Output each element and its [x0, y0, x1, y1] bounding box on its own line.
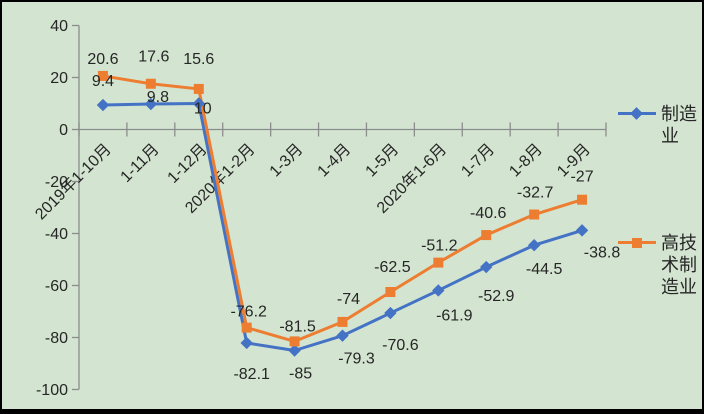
data-point-marker-diamond: [240, 336, 253, 350]
data-point-marker-diamond: [288, 344, 301, 357]
data-label: 20.6: [87, 51, 118, 68]
y-axis-label: -40: [45, 226, 68, 243]
data-label: -44.5: [526, 261, 563, 278]
data-point-marker-square: [241, 322, 252, 333]
data-label: -32.7: [517, 185, 554, 202]
data-point-marker-square: [337, 316, 348, 327]
data-point-marker-diamond: [575, 224, 589, 237]
legend-item-high-tech-manufacturing: 高技术制造业: [618, 232, 701, 298]
data-point-marker-diamond: [336, 329, 349, 342]
y-axis-label: -60: [45, 278, 68, 295]
data-point-marker-diamond: [527, 239, 541, 252]
data-label: 9.8: [147, 89, 169, 106]
legend-item-manufacturing: 制造业: [618, 103, 701, 147]
data-label: -40.6: [470, 205, 507, 222]
data-point-marker-diamond: [144, 97, 158, 111]
legend-line-diamond-icon: [618, 103, 656, 125]
data-label: 9.4: [92, 73, 114, 90]
data-point-marker-square: [433, 257, 444, 268]
data-point-marker-square: [385, 287, 396, 297]
data-point-marker-square: [145, 78, 156, 89]
diamond-marker-icon: [630, 107, 643, 120]
data-label: -52.9: [478, 288, 515, 305]
data-label: -70.6: [382, 337, 419, 354]
data-point-marker-square: [289, 336, 300, 347]
data-point-marker-square: [97, 70, 108, 81]
data-point-marker-square: [529, 209, 540, 220]
data-label: -85: [289, 366, 312, 383]
legend-label-high-tech-manufacturing: 高技术制造业: [661, 233, 697, 297]
legend-line-square-icon: [618, 232, 656, 254]
data-label: -79.3: [338, 351, 375, 368]
data-label: 15.6: [183, 51, 214, 68]
data-label: -61.9: [436, 307, 473, 324]
y-axis-label: -20: [45, 174, 68, 191]
y-axis-label: -80: [45, 330, 68, 347]
y-axis-label: 20: [50, 70, 68, 87]
data-point-marker-square: [577, 194, 588, 205]
data-point-marker-diamond: [480, 260, 493, 274]
data-point-marker-diamond: [192, 97, 205, 110]
data-point-marker-square: [193, 83, 204, 94]
data-label: -51.2: [421, 238, 458, 255]
data-label: -81.5: [279, 318, 316, 335]
data-label: -38.8: [584, 244, 621, 261]
data-point-marker-diamond: [432, 284, 445, 297]
data-label: -27: [570, 169, 593, 186]
legend-label-manufacturing: 制造业: [661, 104, 697, 146]
data-label: -82.1: [233, 366, 270, 383]
data-point-marker-diamond: [384, 306, 397, 320]
y-axis-label: 40: [50, 18, 68, 35]
data-label: 17.6: [138, 49, 169, 66]
y-axis-label: -100: [36, 382, 68, 399]
data-label: -74: [337, 291, 360, 308]
y-axis-label: 0: [59, 122, 68, 139]
data-point-marker-square: [481, 230, 492, 241]
data-label: -62.5: [374, 259, 411, 276]
square-marker-icon: [632, 238, 642, 248]
data-label: -76.2: [230, 304, 267, 321]
data-point-marker-diamond: [96, 98, 110, 112]
data-label: 10: [194, 101, 212, 118]
